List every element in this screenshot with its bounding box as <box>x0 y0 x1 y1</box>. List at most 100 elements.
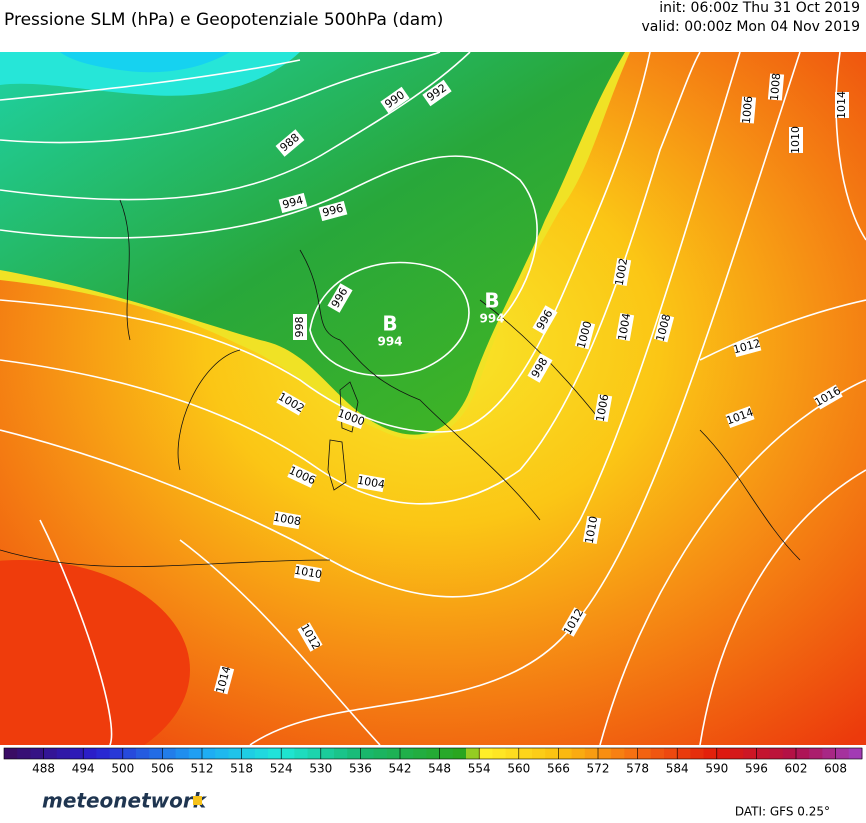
colorbar-label: 560 <box>507 762 530 776</box>
label-bg <box>561 607 587 637</box>
label-bg <box>532 305 558 335</box>
colorbar-segment <box>730 748 744 759</box>
colorbar-segment <box>466 748 480 759</box>
colorbar-segment <box>307 748 322 759</box>
colorbar-segment <box>690 748 705 759</box>
colorbar-segment <box>505 748 520 759</box>
colorbar-segment <box>598 748 612 759</box>
colorbar-segment <box>479 748 493 759</box>
colorbar-segment <box>848 748 863 759</box>
colorbar-label: 590 <box>705 762 728 776</box>
data-source: DATI: GFS 0.25° <box>735 805 830 819</box>
colorbar-segment <box>4 748 18 759</box>
label-bg <box>574 320 596 350</box>
colorbar-label: 602 <box>785 762 808 776</box>
colorbar-label: 554 <box>468 762 491 776</box>
label-bg <box>813 384 843 410</box>
map <box>0 52 866 745</box>
colorbar-segment <box>439 748 454 759</box>
label-text: 1014 <box>835 91 848 119</box>
label-text: 998 <box>293 317 306 338</box>
colorbar-segment <box>254 748 269 759</box>
colorbar-segment <box>334 748 348 759</box>
init-time: init: 06:00z Thu 31 Oct 2019 <box>659 0 860 16</box>
colorbar-segment <box>452 748 467 759</box>
colorbar-label: 488 <box>32 762 55 776</box>
logo: meteonetwork <box>42 789 208 813</box>
colorbar-segment <box>202 748 216 759</box>
isobar-label: 1014 <box>835 91 849 119</box>
colorbar-segment <box>782 748 797 759</box>
label-bg <box>293 314 307 340</box>
colorbar-label: 494 <box>72 762 95 776</box>
valid-time: valid: 00:00z Mon 04 Nov 2019 <box>642 19 860 35</box>
colorbar-label: 524 <box>270 762 293 776</box>
low-value: 994 <box>479 312 504 326</box>
colorbar-segment <box>17 748 31 759</box>
label-bg <box>739 96 757 124</box>
colorbar-label: 566 <box>547 762 570 776</box>
colorbar-label: 536 <box>349 762 372 776</box>
label-bg <box>318 200 348 222</box>
colorbar-segment <box>426 748 441 759</box>
colorbar-segment <box>835 748 850 759</box>
isobar-label: 1006 <box>594 393 613 423</box>
colorbar-segment <box>611 748 625 759</box>
low-letter: B <box>484 289 499 313</box>
colorbar-segment <box>650 748 665 759</box>
colorbar-segment <box>518 748 533 759</box>
colorbar-segment <box>149 748 163 759</box>
colorbar-segment <box>677 748 691 759</box>
colorbar-segment <box>30 748 45 759</box>
label-bg <box>593 393 613 423</box>
label-bg <box>327 283 353 313</box>
label-bg <box>272 510 302 530</box>
colorbar-segment <box>796 748 810 759</box>
colorbar-label: 530 <box>309 762 332 776</box>
colorbar-segment <box>162 748 177 759</box>
colorbar-segment <box>545 748 559 759</box>
label-text: 1010 <box>583 515 601 545</box>
colorbar-segment <box>215 748 229 759</box>
colorbar-segment <box>43 748 58 759</box>
colorbar-segment <box>175 748 190 759</box>
isobar-label: 1004 <box>356 474 386 493</box>
label-bg <box>356 473 386 493</box>
isobar-label: 1012 <box>732 337 762 358</box>
label-text: 1004 <box>356 474 386 492</box>
colorbar-segment <box>241 748 256 759</box>
colorbar-segment <box>268 748 282 759</box>
label-text: 994 <box>281 194 305 212</box>
colorbar-segment <box>809 748 823 759</box>
label-bg <box>615 312 635 342</box>
label-bg <box>582 515 602 545</box>
colorbar-segment <box>122 748 137 759</box>
isobar-label: 1010 <box>293 564 323 583</box>
colorbar-label: 512 <box>191 762 214 776</box>
colorbar-segment <box>386 748 401 759</box>
colorbar-segment <box>637 748 652 759</box>
label-bg <box>653 313 675 343</box>
label-bg <box>287 464 317 488</box>
colorbar-segment <box>769 748 784 759</box>
colorbar-segment <box>360 748 375 759</box>
label-bg <box>275 129 305 157</box>
colorbar-label: 572 <box>587 762 610 776</box>
colorbar-segment <box>664 748 678 759</box>
colorbar-segment <box>716 748 731 759</box>
colorbar-label: 578 <box>626 762 649 776</box>
label-bg <box>767 73 785 101</box>
colorbar-segment <box>413 748 427 759</box>
colorbar-segment <box>109 748 124 759</box>
colorbar-segment <box>703 748 718 759</box>
label-text: 1010 <box>789 126 802 154</box>
colorbar-segment <box>188 748 203 759</box>
label-bg <box>213 665 235 695</box>
colorbar-segment <box>532 748 546 759</box>
colorbar-segment <box>756 748 771 759</box>
label-bg <box>835 92 849 118</box>
colorbar-label: 596 <box>745 762 768 776</box>
